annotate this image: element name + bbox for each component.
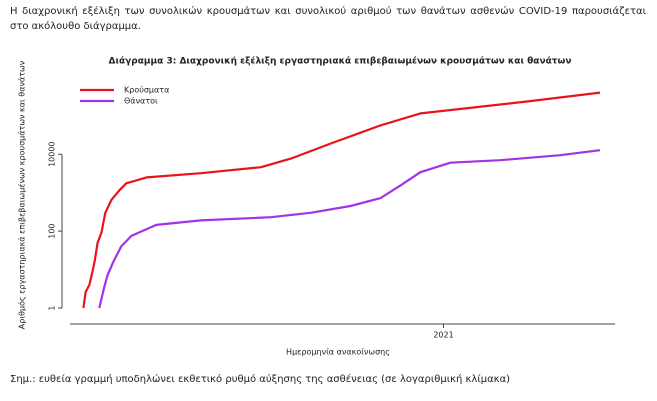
footnote: Σημ.: ευθεία γραμμή υποδηλώνει εκθετικό … — [10, 374, 511, 385]
y-axis-label: Αριθμός εργαστηριακά επιβεβαιωμένων κρου… — [17, 60, 27, 329]
x-tick-label: 2021 — [433, 331, 453, 340]
series-line — [82, 91, 601, 309]
x-axis-label: Ημερομηνία ανακοίνωσης — [286, 348, 390, 357]
header-text: Η διαχρονική εξέλιξη των συνολικών κρουσ… — [10, 6, 646, 32]
legend-label: Θάνατοι — [124, 97, 158, 106]
y-tick-label: 10000 — [48, 141, 57, 166]
series-line — [98, 149, 601, 309]
chart: Διάγραμμα 3: Διαχρονική εξέλιξη εργαστηρ… — [17, 56, 615, 357]
y-tick-label: 1 — [48, 305, 57, 310]
chart-title: Διάγραμμα 3: Διαχρονική εξέλιξη εργαστηρ… — [108, 56, 571, 67]
y-tick-label: 100 — [48, 223, 57, 238]
legend-label: Κρούσματα — [124, 85, 169, 95]
